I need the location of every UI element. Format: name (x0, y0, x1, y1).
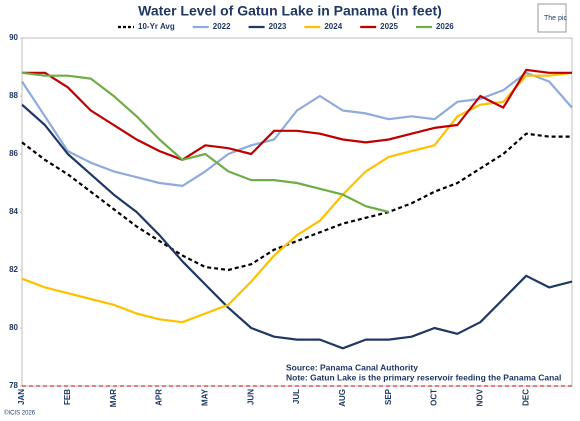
annotation: Note: Gatun Lake is the primary reservoi… (286, 372, 561, 382)
x-tick-label: SEP (384, 388, 393, 405)
series-line (21, 103, 573, 350)
legend-label: 2026 (436, 22, 454, 31)
series-line (21, 132, 572, 272)
x-tick-label: JUN (246, 389, 255, 405)
x-tick-label: JAN (17, 389, 26, 405)
series-line (21, 71, 389, 214)
image-alt: The pic (544, 15, 567, 22)
annotation: Source: Panama Canal Authority (286, 362, 418, 372)
copyright: ©ICIS 2026 (4, 410, 36, 417)
series-line (21, 71, 573, 187)
legend-label: 2024 (324, 22, 342, 31)
legend-label: 2025 (380, 22, 398, 31)
x-tick-label: NOV (475, 388, 484, 406)
y-tick-label: 90 (9, 33, 18, 42)
y-tick-label: 86 (9, 149, 18, 158)
y-tick-label: 84 (9, 207, 18, 216)
x-tick-label: FEB (63, 389, 72, 405)
y-tick-label: 80 (9, 323, 18, 332)
series-line (22, 68, 572, 161)
legend-label: 2023 (269, 22, 287, 31)
broken-image (537, 3, 567, 33)
x-tick-label: JUL (292, 389, 301, 404)
legend-label: 2022 (213, 22, 231, 31)
legend-label: 10-Yr Avg (138, 22, 175, 31)
chart-title: Water Level of Gatun Lake in Panama (in … (138, 3, 442, 19)
y-tick-label: 78 (9, 381, 18, 390)
series-line (21, 71, 573, 324)
x-tick-label: APR (155, 389, 164, 406)
x-tick-label: MAR (109, 389, 118, 407)
x-tick-label: OCT (430, 389, 439, 406)
x-tick-label: AUG (338, 389, 347, 407)
y-tick-label: 88 (9, 91, 18, 100)
y-tick-label: 82 (9, 265, 18, 274)
x-tick-label: MAY (200, 388, 209, 406)
x-tick-label: DEC (521, 389, 530, 406)
